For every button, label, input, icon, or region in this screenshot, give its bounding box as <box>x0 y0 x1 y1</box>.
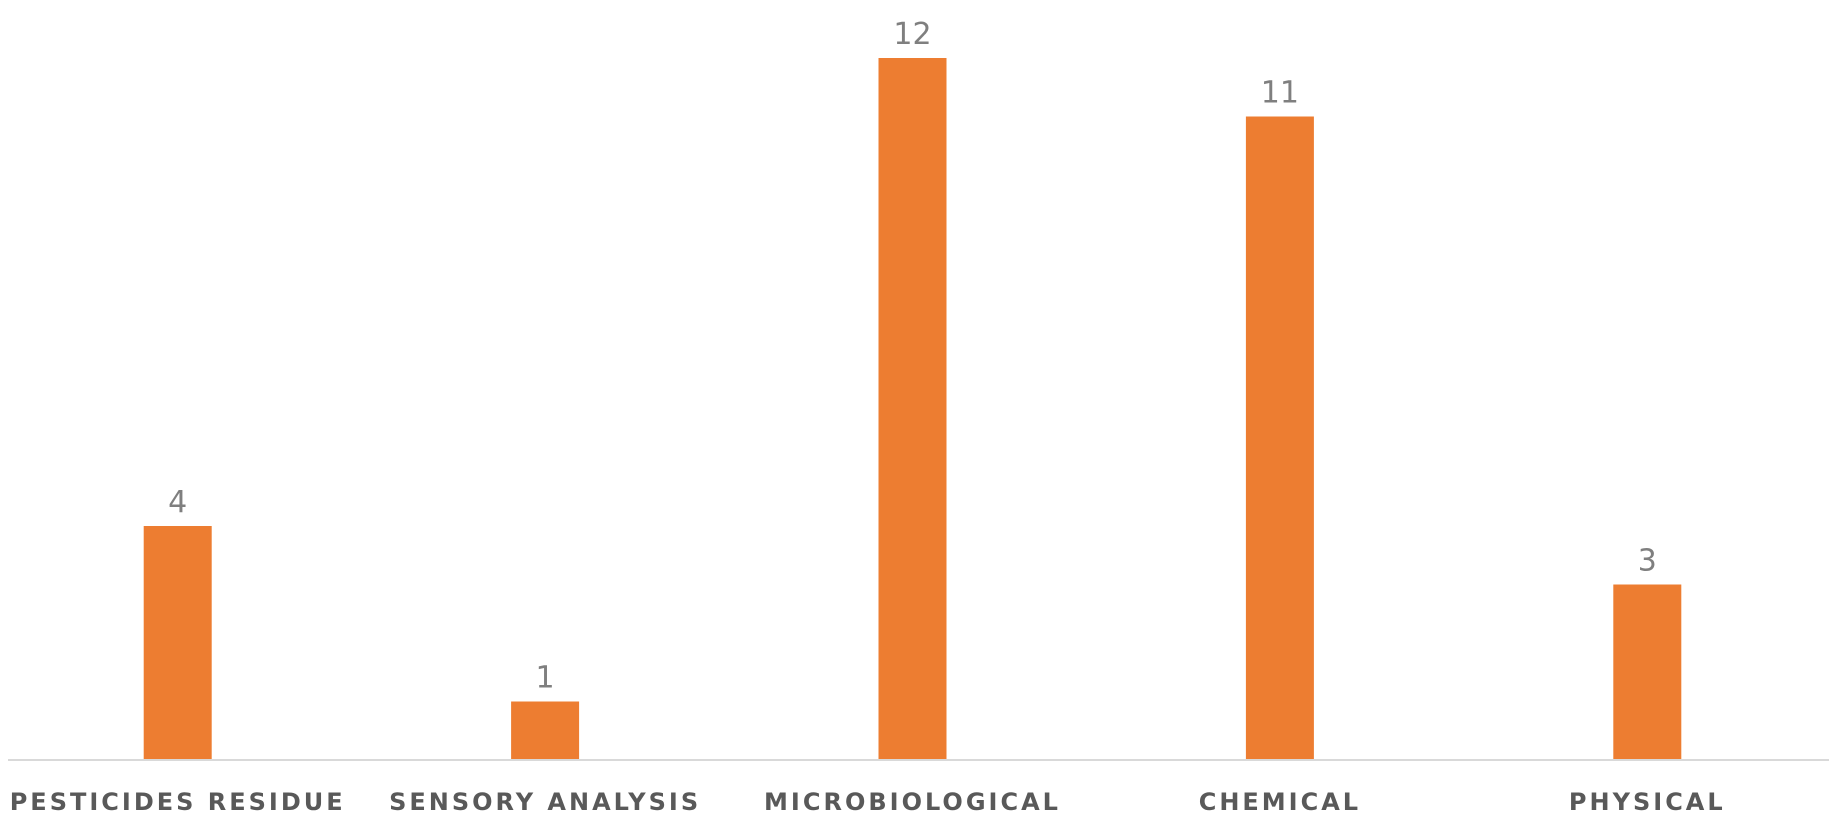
value-label-pesticides-residue: 4 <box>168 485 187 520</box>
category-label-physical: PHYSICAL <box>1569 788 1726 816</box>
category-label-sensory-analysis: SENSORY ANALYSIS <box>389 788 701 816</box>
bar-chemical <box>1245 116 1314 760</box>
bar-sensory-analysis <box>511 701 580 760</box>
value-labels-group: 4 1 12 11 3 <box>168 17 1657 696</box>
category-label-chemical: CHEMICAL <box>1199 788 1361 816</box>
bar-microbiological <box>878 58 947 760</box>
value-label-chemical: 11 <box>1261 76 1299 111</box>
bars-group <box>143 58 1682 760</box>
category-label-microbiological: MICROBIOLOGICAL <box>764 788 1061 816</box>
bar-pesticides-residue <box>143 526 212 760</box>
value-label-microbiological: 12 <box>893 17 931 52</box>
bar-physical <box>1613 584 1682 760</box>
value-label-physical: 3 <box>1638 544 1657 579</box>
category-labels-group: PESTICIDES RESIDUE SENSORY ANALYSIS MICROB… <box>10 788 1726 816</box>
category-label-pesticides-residue: PESTICIDES RESIDUE <box>10 788 346 816</box>
value-label-sensory-analysis: 1 <box>536 661 555 696</box>
